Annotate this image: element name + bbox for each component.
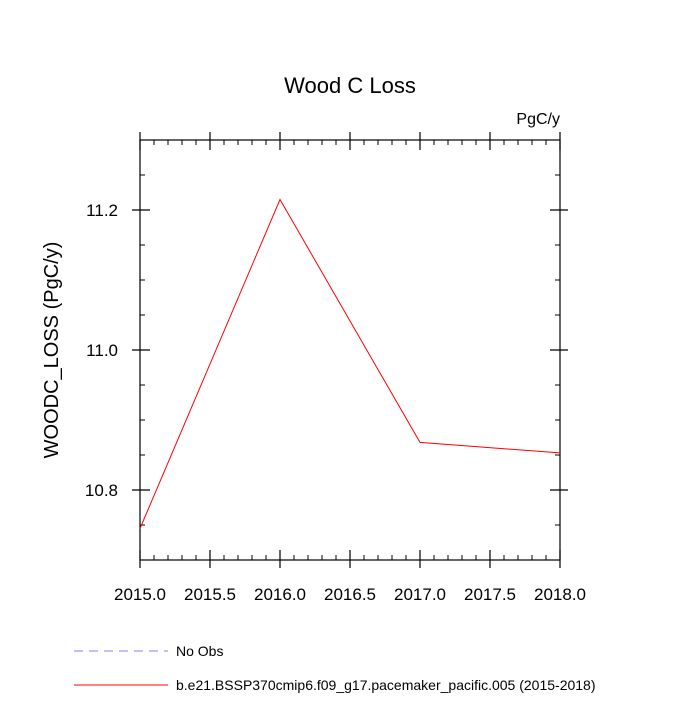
legend-label: b.e21.BSSP370cmip6.f09_g17.pacemaker_pac…	[176, 677, 596, 693]
y-tick-label: 11.2	[86, 201, 118, 220]
x-tick-label: 2015.0	[114, 585, 166, 604]
x-tick-label: 2016.0	[254, 585, 306, 604]
series-line	[139, 198, 561, 529]
chart-title: Wood C Loss	[284, 73, 416, 98]
y-tick-label: 10.8	[85, 481, 118, 500]
x-tick-label: 2017.5	[464, 585, 516, 604]
x-tick-label: 2016.5	[324, 585, 376, 604]
legend-label: No Obs	[176, 643, 223, 659]
y-axis-label: WOODC_LOSS (PgC/y)	[41, 242, 63, 459]
x-tick-label: 2017.0	[394, 585, 446, 604]
x-tick-label: 2015.5	[184, 585, 236, 604]
y-tick-label: 11.0	[86, 341, 118, 360]
units-label: PgC/y	[516, 111, 560, 128]
legend: No Obs b.e21.BSSP370cmip6.f09_g17.pacemak…	[74, 643, 596, 693]
plot-frame	[139, 139, 561, 561]
x-tick-label: 2018.0	[534, 585, 586, 604]
